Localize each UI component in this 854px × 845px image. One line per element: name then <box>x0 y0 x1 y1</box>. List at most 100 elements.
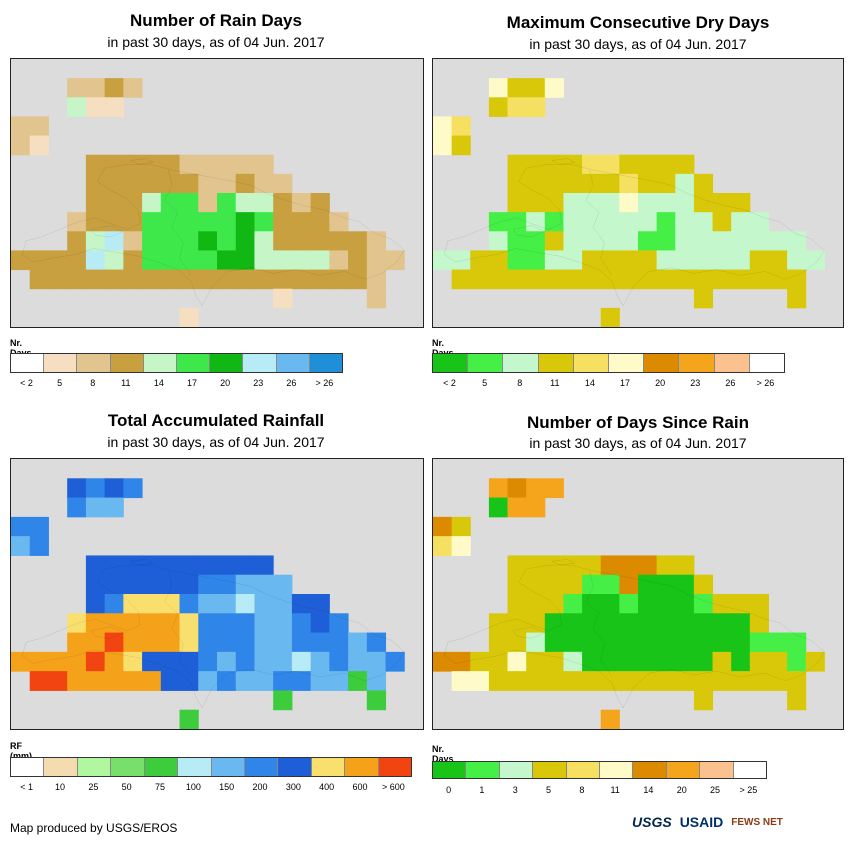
grid-cell <box>123 78 143 98</box>
legend-swatch <box>433 762 467 778</box>
legend-label: 600 <box>352 782 368 792</box>
legend-label: 0 <box>446 785 452 795</box>
grid-cell <box>638 269 658 290</box>
grid-cell <box>470 671 490 691</box>
grid-cell <box>160 632 181 653</box>
grid-cell <box>67 651 87 672</box>
grid-cell <box>563 555 583 576</box>
legend-label: > 25 <box>739 785 758 795</box>
grid-cell <box>451 671 471 691</box>
grid-cell <box>619 250 639 271</box>
grid-cell <box>217 173 237 194</box>
grid-cell <box>526 173 546 194</box>
coastline <box>131 559 153 565</box>
grid-cell <box>638 632 658 653</box>
grid-cell <box>104 78 124 98</box>
legend-labels: 0 1 3 5 8 11 14 20 25 > 25 <box>432 785 765 797</box>
legend-label: 75 <box>154 782 166 792</box>
legend-label: 150 <box>219 782 235 792</box>
grid-cell <box>67 231 87 251</box>
legend-swatch <box>178 758 212 776</box>
grid-cell <box>217 154 237 175</box>
grid-cell <box>656 555 676 576</box>
grid-cell <box>85 497 106 518</box>
grid-cell <box>67 632 87 653</box>
coastline <box>552 559 574 565</box>
grid-cell <box>29 269 49 290</box>
grid-cell <box>366 288 387 309</box>
grid-cell <box>675 212 695 232</box>
country-border <box>165 170 191 275</box>
grid-cell <box>656 613 676 634</box>
grid-cell <box>675 555 695 576</box>
grid-cell <box>451 116 471 137</box>
grid-cell <box>198 269 218 290</box>
legend-labels: < 2 5 8 11 14 17 20 23 26 > 26 <box>432 378 783 390</box>
legend-label: 1 <box>479 785 485 795</box>
grid-cell <box>526 231 546 251</box>
grid-cell <box>366 250 387 271</box>
grid-cell <box>85 250 106 271</box>
grid-cell <box>805 250 825 271</box>
legend-swatch <box>433 354 469 372</box>
grid-cell <box>142 231 162 251</box>
grid-cell <box>310 613 330 634</box>
grid-cell <box>526 154 546 175</box>
grid-cell <box>217 651 237 672</box>
legend-swatch <box>244 758 279 776</box>
grid-cell <box>142 632 162 653</box>
grid-cell <box>123 193 143 213</box>
grid-cell <box>348 671 368 691</box>
legend-swatch <box>77 354 111 372</box>
grid-cell <box>254 173 274 194</box>
grid-cell <box>11 250 31 271</box>
grid-cell <box>712 212 732 232</box>
legend-label: < 1 <box>20 782 34 792</box>
grid-cell <box>768 250 788 271</box>
grid-cell <box>85 574 106 595</box>
grid-cell <box>712 269 732 290</box>
grid-cell <box>582 651 602 672</box>
grid-cell <box>451 135 471 156</box>
grid-cell <box>731 193 751 213</box>
legend-bar <box>10 757 412 777</box>
grid-cell <box>600 574 620 595</box>
grid-cell <box>67 497 87 518</box>
grid-cell <box>235 613 255 634</box>
grid-cell <box>104 555 124 576</box>
grid-cell <box>451 269 471 290</box>
grid-cell <box>619 212 639 232</box>
grid-cell <box>67 269 87 290</box>
legend-swatch <box>733 762 767 778</box>
panel-subtitle: in past 30 days, as of 04 Jun. 2017 <box>529 36 747 52</box>
grid-cell <box>67 478 87 499</box>
grid-cell <box>123 173 143 194</box>
grid-cell <box>488 632 509 653</box>
grid-cell <box>731 651 751 672</box>
grid-cell <box>656 173 676 194</box>
grid-cell <box>619 574 639 595</box>
grid-cell <box>563 613 583 634</box>
grid-cell <box>235 212 255 232</box>
grid-cell <box>142 173 162 194</box>
legend-label: 23 <box>253 378 264 388</box>
grid-cell <box>675 173 695 194</box>
legend-swatch <box>143 354 178 372</box>
legend-label: 11 <box>610 785 620 795</box>
grid-cell <box>693 193 714 213</box>
grid-cell <box>582 193 602 213</box>
grid-cell <box>85 97 106 117</box>
grid-cell <box>254 555 274 576</box>
grid-cell <box>217 671 237 691</box>
grid-cell <box>29 516 49 537</box>
grid-cell <box>731 269 751 290</box>
grid-cell <box>104 212 124 232</box>
grid-cell <box>198 173 218 194</box>
grid-cell <box>582 212 602 232</box>
grid-cell <box>656 269 676 290</box>
legend-label: 3 <box>512 785 518 795</box>
grid-cell <box>310 193 330 213</box>
grid-cell <box>470 269 490 290</box>
grid-cell <box>600 594 620 614</box>
grid-cell <box>179 250 199 271</box>
